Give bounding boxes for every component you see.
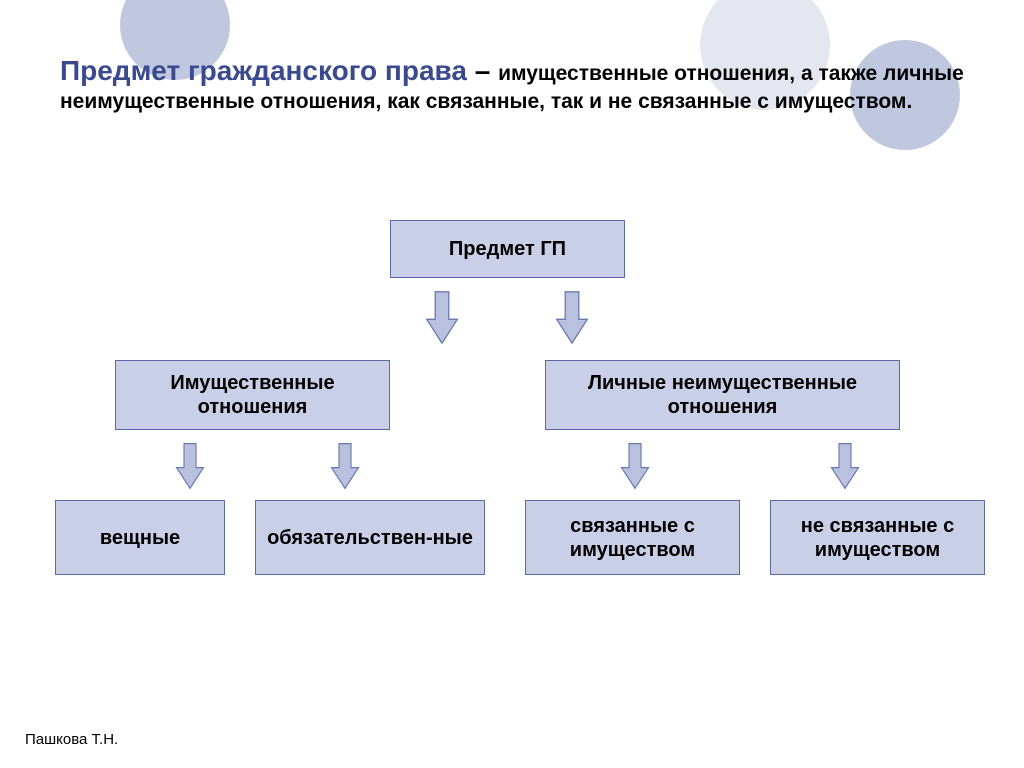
arrow-down-icon (555, 290, 589, 345)
node-leaf-4: не связанные с имуществом (770, 500, 985, 575)
node-right-label: Личные неимущественные отношения (556, 371, 889, 419)
node-left-label: Имущественные отношения (126, 371, 379, 419)
node-leaf-3: связанные с имуществом (525, 500, 740, 575)
arrow-down-icon (830, 442, 860, 490)
node-leaf4-label: не связанные с имуществом (781, 514, 974, 562)
node-root-label: Предмет ГП (449, 237, 566, 261)
node-leaf3-label: связанные с имуществом (536, 514, 729, 562)
node-root: Предмет ГП (390, 220, 625, 278)
node-leaf1-label: вещные (100, 526, 180, 550)
arrow-down-icon (620, 442, 650, 490)
arrow-down-icon (175, 442, 205, 490)
arrow-down-icon (425, 290, 459, 345)
node-leaf2-label: обязательствен-ные (267, 526, 473, 550)
node-right-branch: Личные неимущественные отношения (545, 360, 900, 430)
node-left-branch: Имущественные отношения (115, 360, 390, 430)
node-leaf-1: вещные (55, 500, 225, 575)
title-main: Предмет гражданского права (60, 55, 467, 86)
author-label: Пашкова Т.Н. (25, 731, 118, 748)
slide-header: Предмет гражданского права – имущественн… (60, 55, 964, 117)
node-leaf-2: обязательствен-ные (255, 500, 485, 575)
title-dash: – (467, 55, 498, 86)
arrow-down-icon (330, 442, 360, 490)
